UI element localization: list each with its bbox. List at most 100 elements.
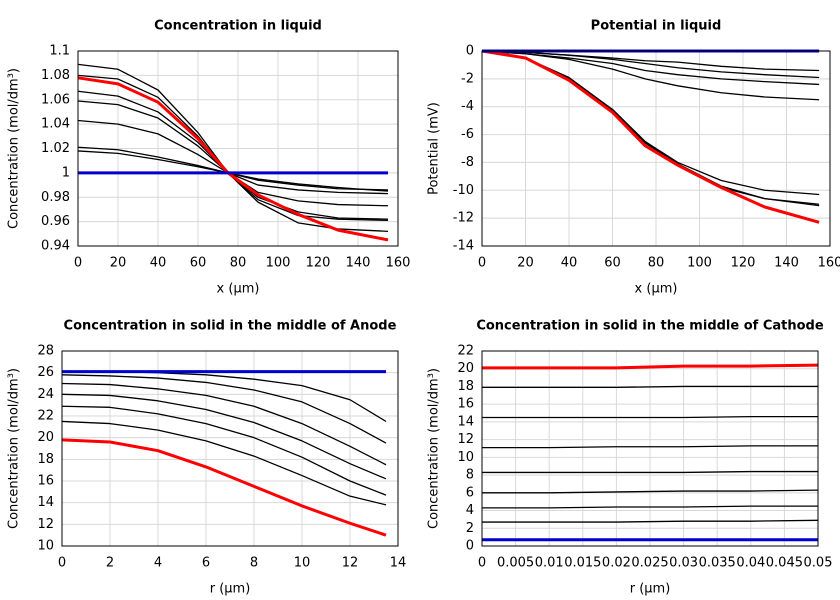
x-tick-label: 120: [306, 256, 331, 271]
y-tick-label: 18: [37, 452, 54, 467]
y-tick-label: 0: [466, 539, 474, 554]
x-tick-label: 140: [774, 256, 799, 271]
x-tick-label: 100: [687, 256, 712, 271]
y-tick-label: 1.04: [41, 117, 70, 132]
series-line: [481, 50, 820, 79]
series-line: [482, 489, 819, 494]
y-tick-label: -4: [461, 99, 474, 114]
series-line: [61, 393, 387, 480]
series-line: [61, 420, 387, 506]
y-tick-label: 20: [457, 361, 474, 376]
x-tick-label: 140: [346, 256, 371, 271]
plot-frame: [77, 50, 399, 247]
y-tick-label: 1.06: [41, 92, 70, 107]
y-axis-label: Concentration (mol/dm³): [7, 368, 22, 529]
x-tick-label: 0.01: [535, 556, 564, 571]
x-tick-label: 10: [294, 556, 311, 571]
x-tick-label: 0.045: [766, 556, 803, 571]
x-tick-label: 4: [154, 556, 162, 571]
y-tick-label: 16: [457, 397, 474, 412]
x-tick-label: 20: [110, 256, 127, 271]
y-tick-label: 18: [457, 379, 474, 394]
series-line: [482, 445, 818, 449]
x-tick-label: 0.05: [804, 556, 833, 571]
series-line: [481, 50, 820, 205]
series-line: [481, 50, 820, 207]
series-line: [482, 470, 818, 474]
x-axis-label: r (µm): [210, 582, 251, 597]
x-tick-label: 0.025: [631, 556, 668, 571]
y-tick-label: 10: [37, 539, 54, 554]
y-axis-label: Potential (mV): [427, 102, 442, 195]
x-axis-label: r (µm): [630, 582, 671, 597]
x-tick-label: 0: [478, 256, 486, 271]
y-tick-label: 2: [466, 521, 474, 536]
chart-title: Concentration in solid in the middle of …: [476, 319, 824, 334]
x-axis-label: x (µm): [635, 282, 678, 297]
y-tick-label: 14: [457, 414, 474, 429]
series-line: [481, 50, 820, 196]
series-line: [482, 415, 818, 419]
series-line: [61, 405, 387, 496]
y-tick-label: 12: [457, 432, 474, 447]
x-tick-label: 40: [561, 256, 578, 271]
x-tick-label: 0.02: [602, 556, 631, 571]
y-tick-label: 1.02: [41, 141, 70, 156]
y-tick-label: 0.96: [41, 214, 70, 229]
x-axis-label: x (µm): [217, 282, 260, 297]
x-tick-label: 160: [818, 256, 840, 271]
y-tick-label: 6: [466, 485, 474, 500]
x-tick-label: 160: [386, 256, 411, 271]
y-tick-label: 0: [466, 44, 474, 59]
y-tick-label: 0.98: [41, 190, 70, 205]
y-tick-label: 22: [457, 344, 474, 359]
series-line: [77, 146, 389, 191]
y-tick-label: 12: [37, 517, 54, 532]
x-tick-label: 0.03: [669, 556, 698, 571]
series-line: [77, 76, 389, 242]
y-tick-label: 20: [37, 430, 54, 445]
y-tick-label: -8: [461, 155, 474, 170]
y-tick-label: 14: [37, 495, 54, 510]
y-tick-label: 10: [457, 450, 474, 465]
y-tick-label: -12: [453, 211, 474, 226]
series-line: [481, 50, 820, 101]
y-tick-label: 8: [466, 468, 474, 483]
series-line: [61, 438, 387, 537]
y-axis-label: Concentration (mol/dm³): [427, 368, 442, 529]
y-tick-label: 1.1: [49, 44, 70, 59]
plot-frame: [61, 350, 399, 547]
y-tick-label: -6: [461, 127, 474, 142]
chart-title: Potential in liquid: [591, 19, 722, 34]
series-line: [482, 519, 819, 523]
x-tick-label: 100: [266, 256, 291, 271]
x-tick-label: 0.015: [564, 556, 601, 571]
x-tick-label: 80: [648, 256, 665, 271]
y-tick-label: -14: [453, 239, 474, 254]
series-line: [482, 363, 819, 370]
x-tick-label: 0.005: [497, 556, 534, 571]
series-line: [77, 100, 389, 207]
x-tick-label: 0: [478, 556, 486, 571]
series-line: [77, 150, 389, 192]
series-line: [77, 119, 389, 195]
series-line: [77, 90, 389, 220]
series-line: [481, 49, 820, 224]
x-tick-label: 8: [250, 556, 258, 571]
x-tick-label: 6: [202, 556, 210, 571]
x-tick-label: 0.04: [736, 556, 765, 571]
y-tick-label: 22: [37, 409, 54, 424]
x-tick-label: 120: [731, 256, 756, 271]
x-tick-label: 12: [342, 556, 359, 571]
y-tick-label: 1: [62, 165, 70, 180]
x-tick-label: 2: [106, 556, 114, 571]
y-tick-label: 1.08: [41, 68, 70, 83]
x-tick-label: 0.035: [699, 556, 736, 571]
y-tick-label: -2: [461, 71, 474, 86]
x-tick-label: 80: [230, 256, 247, 271]
x-tick-label: 20: [517, 256, 534, 271]
x-tick-label: 60: [190, 256, 207, 271]
plot-frame: [481, 350, 819, 547]
y-tick-label: 0.94: [41, 239, 70, 254]
